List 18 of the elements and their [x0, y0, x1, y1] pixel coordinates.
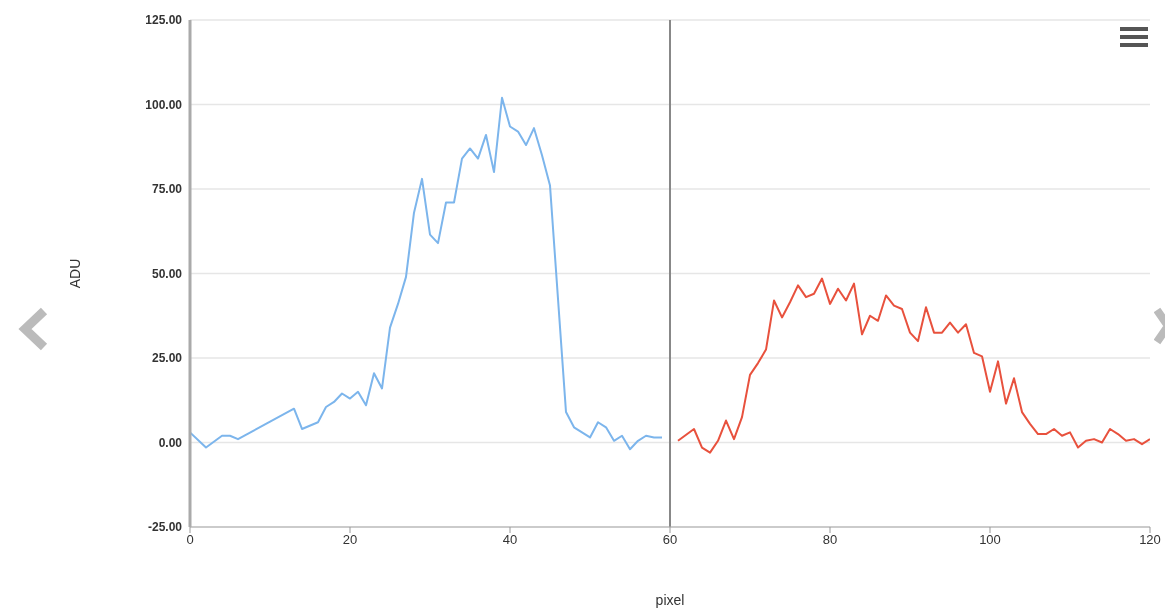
y-tick-label: 100.00 — [145, 97, 183, 112]
x-tick-label: 20 — [342, 532, 358, 548]
y-tick-label: 125.00 — [145, 13, 183, 28]
y-axis-title: ADU — [66, 258, 83, 289]
x-tick-label: 100 — [979, 532, 1001, 548]
x-tick-label: 120 — [1139, 532, 1161, 548]
x-tick-label: 60 — [662, 532, 678, 548]
x-tick-label: 0 — [186, 532, 194, 548]
y-tick-label: -25.00 — [147, 520, 183, 535]
x-axis-title: pixel — [655, 592, 685, 608]
x-tick-label: 40 — [502, 532, 518, 548]
x-tick-label: 80 — [822, 532, 838, 548]
line-series — [190, 96, 663, 451]
y-tick-label: 25.00 — [151, 351, 183, 366]
y-tick-label: 75.00 — [151, 182, 183, 197]
line-series — [677, 277, 1150, 454]
y-tick-label: 0.00 — [158, 435, 183, 450]
y-tick-label: 50.00 — [151, 266, 183, 281]
